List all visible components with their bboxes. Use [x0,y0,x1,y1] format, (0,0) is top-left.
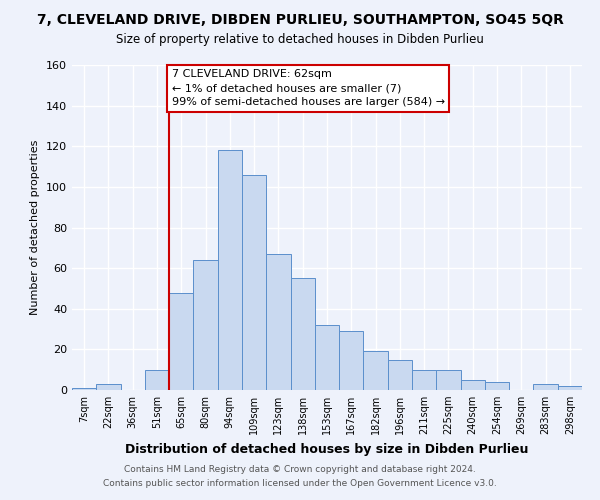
Bar [218,150,242,390]
Bar [169,292,193,390]
Bar [72,388,96,390]
Text: Size of property relative to detached houses in Dibden Purlieu: Size of property relative to detached ho… [116,32,484,46]
Y-axis label: Number of detached properties: Number of detached properties [31,140,40,315]
Bar [558,386,582,390]
Text: Contains HM Land Registry data © Crown copyright and database right 2024.
Contai: Contains HM Land Registry data © Crown c… [103,466,497,487]
Bar [533,384,558,390]
Bar [290,278,315,390]
Bar [96,384,121,390]
Bar [266,254,290,390]
Bar [436,370,461,390]
Bar [485,382,509,390]
Bar [315,325,339,390]
Bar [242,174,266,390]
Bar [145,370,169,390]
Bar [193,260,218,390]
Text: 7, CLEVELAND DRIVE, DIBDEN PURLIEU, SOUTHAMPTON, SO45 5QR: 7, CLEVELAND DRIVE, DIBDEN PURLIEU, SOUT… [37,12,563,26]
Text: 7 CLEVELAND DRIVE: 62sqm
← 1% of detached houses are smaller (7)
99% of semi-det: 7 CLEVELAND DRIVE: 62sqm ← 1% of detache… [172,69,445,107]
Bar [412,370,436,390]
Bar [364,352,388,390]
Bar [339,331,364,390]
Bar [461,380,485,390]
Bar [388,360,412,390]
X-axis label: Distribution of detached houses by size in Dibden Purlieu: Distribution of detached houses by size … [125,442,529,456]
